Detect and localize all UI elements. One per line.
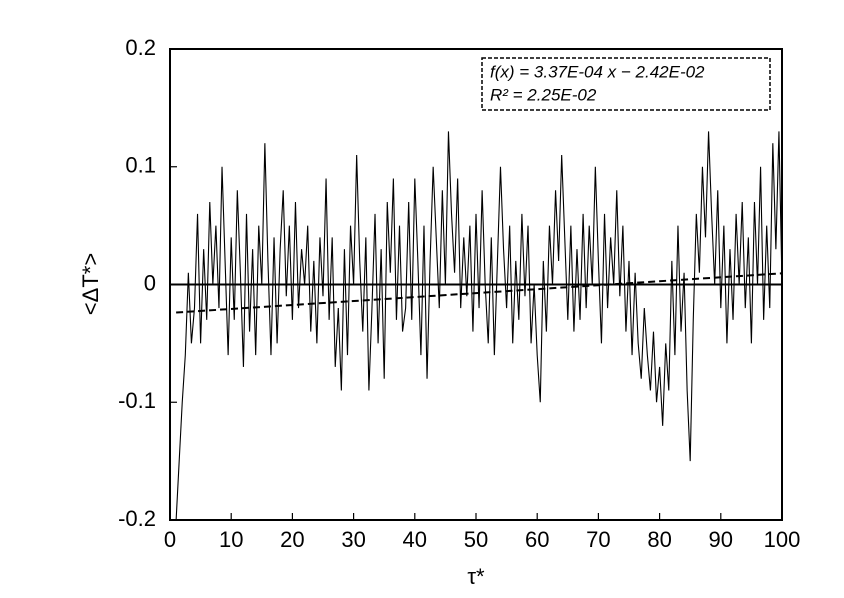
x-tick-label: 10 (219, 527, 243, 552)
y-tick-label: 0.2 (125, 35, 156, 60)
annotation: R² = 2.25E-02 (490, 85, 597, 104)
fit-line (176, 272, 783, 314)
x-axis-label: τ* (467, 564, 485, 589)
y-tick-label: 0 (144, 270, 156, 295)
x-tick-label: 100 (764, 527, 801, 552)
annotation-box (481, 57, 771, 111)
x-tick-label: 50 (464, 527, 488, 552)
y-axis-label: <ΔT*> (78, 253, 103, 315)
annotation: f(x) = 3.37E-04 x − 2.42E-02 (490, 62, 705, 81)
x-tick-label: 80 (647, 527, 671, 552)
x-tick-label: 0 (164, 527, 176, 552)
x-tick-label: 60 (525, 527, 549, 552)
y-tick-label: 0.1 (125, 153, 156, 178)
x-tick-label: 30 (341, 527, 365, 552)
y-tick-label: -0.1 (118, 388, 156, 413)
x-tick-label: 20 (280, 527, 304, 552)
x-tick-label: 70 (586, 527, 610, 552)
x-tick-label: 40 (403, 527, 427, 552)
data-line (175, 131, 783, 521)
x-tick-label: 90 (709, 527, 733, 552)
y-tick-label: -0.2 (118, 506, 156, 531)
